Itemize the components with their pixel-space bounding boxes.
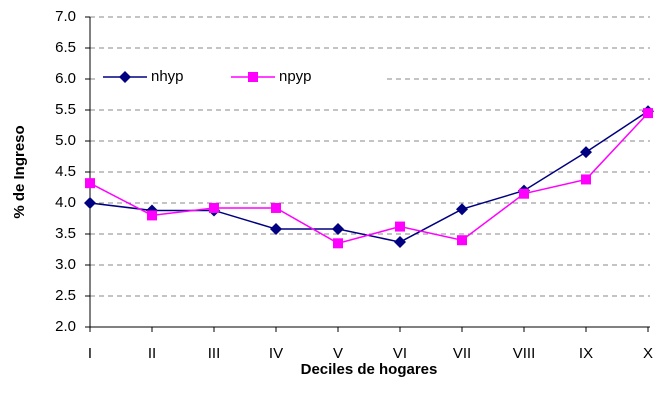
point xyxy=(332,223,344,236)
series-line xyxy=(89,112,649,245)
legend-label: npyp xyxy=(279,68,312,85)
point xyxy=(456,203,468,216)
y-tick-label: 3.5 xyxy=(55,225,76,242)
x-tick-label: V xyxy=(333,345,343,362)
legend-label: nhyp xyxy=(151,68,184,85)
x-tick-label: X xyxy=(643,345,653,362)
x-axis-label: Deciles de hogares xyxy=(301,361,438,378)
y-tick-label: 2.0 xyxy=(55,318,76,335)
series-line xyxy=(89,110,649,243)
point xyxy=(581,174,591,185)
y-tick-label: 4.0 xyxy=(55,194,76,211)
y-tick-label: 7.0 xyxy=(55,8,76,25)
x-tick-label: II xyxy=(148,345,156,362)
point xyxy=(580,146,592,159)
point xyxy=(147,210,157,221)
legend-marker xyxy=(119,71,131,83)
point xyxy=(457,235,467,246)
point xyxy=(333,238,343,249)
y-tick-label: 5.5 xyxy=(55,101,76,118)
x-tick-label: VIII xyxy=(513,345,536,362)
point xyxy=(394,236,406,249)
y-tick-label: 2.5 xyxy=(55,287,76,304)
point xyxy=(85,178,95,189)
point xyxy=(209,202,219,213)
y-tick-label: 3.0 xyxy=(55,256,76,273)
point xyxy=(270,223,282,236)
x-tick-label: III xyxy=(208,345,221,362)
y-tick-label: 6.5 xyxy=(55,39,76,56)
x-tick-label: VII xyxy=(453,345,471,362)
point xyxy=(84,197,96,209)
point xyxy=(395,221,405,232)
x-tick-label: VI xyxy=(393,345,407,362)
x-tick-label: I xyxy=(88,345,92,362)
point xyxy=(271,202,281,213)
point xyxy=(643,108,653,119)
y-tick-label: 6.0 xyxy=(55,70,76,87)
y-tick-label: 4.5 xyxy=(55,163,76,180)
y-tick-label: 5.0 xyxy=(55,132,76,149)
point xyxy=(519,188,529,199)
x-tick-label: IX xyxy=(579,345,593,362)
y-axis-label: % de Ingreso xyxy=(11,125,28,218)
x-tick-label: IV xyxy=(269,345,283,362)
legend-marker xyxy=(248,72,258,82)
